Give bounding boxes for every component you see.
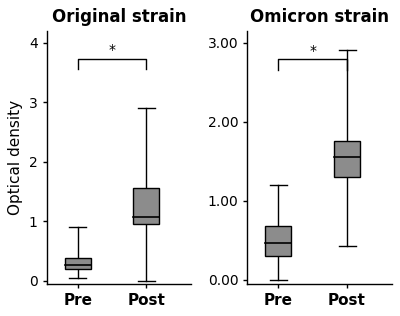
Bar [133, 188, 160, 224]
Bar [65, 258, 91, 269]
Title: Original strain: Original strain [52, 8, 186, 26]
Title: Omicron strain: Omicron strain [250, 8, 389, 26]
Bar [265, 226, 292, 256]
Y-axis label: Optical density: Optical density [8, 100, 23, 215]
Text: *: * [108, 44, 116, 58]
Text: *: * [309, 44, 316, 58]
Bar [334, 141, 360, 177]
